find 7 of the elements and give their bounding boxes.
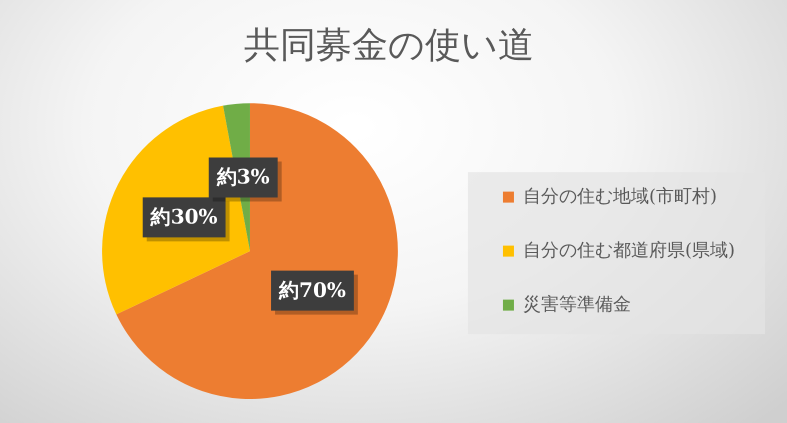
legend-label: 災害等準備金 xyxy=(522,294,631,315)
data-label: 約70% xyxy=(278,278,346,302)
data-label: 約30% xyxy=(150,204,218,229)
legend-label: 自分の住む地域(市町村) xyxy=(522,186,717,207)
data-label: 約3% xyxy=(216,164,270,189)
legend-label: 自分の住む都道府県(県域) xyxy=(522,240,735,261)
chart-title: 共同募金の使い道 xyxy=(244,24,534,66)
